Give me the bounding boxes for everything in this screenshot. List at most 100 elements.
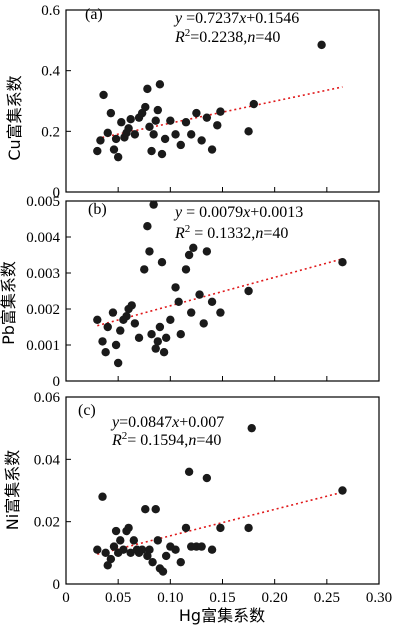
panel-c-label: (c) [78, 402, 96, 419]
data-point [93, 146, 102, 156]
data-point [153, 105, 163, 115]
data-point [145, 545, 154, 554]
panel-c-trendline [97, 491, 343, 556]
panel-b-tick-labels: 0 0.001 0.002 0.003 0.004 0.005 [26, 194, 60, 390]
panel-b-ylabel: Pb富集系数 [0, 261, 18, 345]
x-tick-label: 0 [62, 590, 70, 606]
data-point [159, 348, 169, 357]
data-point [101, 548, 110, 558]
data-point [151, 116, 160, 125]
panel-b-equation: y = 0.0079x+0.0013 [173, 204, 303, 221]
x-tick-label: 0.25 [314, 590, 340, 606]
data-point [103, 322, 112, 332]
data-point [216, 308, 225, 317]
panel-c-equation: y=0.0847x+0.007 [110, 414, 224, 431]
y-tick-label: 0.02 [34, 515, 60, 531]
panel-b-label: (b) [88, 201, 107, 218]
x-tick-label: 0.30 [366, 590, 392, 606]
data-point [207, 145, 217, 154]
data-point [113, 358, 123, 368]
data-point [151, 344, 160, 353]
x-tick-label: 0.15 [209, 590, 235, 606]
data-point [338, 486, 347, 495]
data-point [141, 505, 150, 514]
x-axis-title: Hg富集系数 [179, 606, 265, 625]
data-point [117, 118, 126, 127]
y-tick-label: 0.2 [41, 124, 60, 140]
panel-c-ticks [65, 396, 380, 585]
data-point [126, 548, 135, 558]
data-point [111, 526, 121, 536]
data-point [140, 265, 149, 274]
data-point [153, 536, 163, 545]
data-point [216, 107, 225, 116]
data-point [99, 90, 108, 100]
x-tick-label: 0.05 [105, 590, 131, 606]
data-point [244, 523, 253, 533]
data-point [171, 545, 180, 554]
y-tick-label: 0.001 [26, 338, 60, 354]
data-point [184, 250, 194, 260]
data-point [213, 121, 222, 130]
data-point [176, 557, 185, 567]
panel-b-stats: R2 = 0.1332,n=40 [174, 223, 288, 242]
data-point [181, 523, 191, 533]
data-point [111, 340, 121, 350]
data-point [160, 134, 170, 144]
data-point [151, 505, 160, 514]
panel-a-points [93, 40, 326, 162]
data-point [181, 265, 191, 274]
data-point [108, 308, 118, 317]
data-point [145, 122, 154, 131]
data-point [130, 130, 140, 139]
data-point [317, 40, 326, 50]
data-point [137, 545, 147, 554]
panel-b-points [93, 200, 347, 368]
data-point [247, 423, 256, 433]
panel-c-points [93, 423, 347, 576]
y-tick-label: 0.06 [34, 390, 61, 406]
x-tick-label: 0.20 [262, 590, 288, 606]
data-point [207, 297, 217, 306]
data-point [103, 561, 112, 570]
data-point [93, 545, 102, 554]
data-point [202, 113, 212, 122]
panel-a-tick-labels: 0 0.2 0.4 0.6 [41, 3, 60, 201]
data-point [101, 348, 110, 357]
data-point [147, 330, 156, 339]
data-point [195, 290, 204, 299]
data-point [199, 319, 208, 328]
data-point [106, 108, 116, 118]
data-point [119, 545, 128, 554]
data-point [109, 145, 119, 154]
data-point [147, 146, 156, 156]
data-point [202, 247, 212, 256]
y-tick-label: 0 [53, 374, 61, 390]
data-point [161, 333, 171, 342]
panel-c-tick-labels: 0 0.02 0.04 0.06 0 0.05 0.10 0.15 0.20 0.25 0.30 [34, 390, 392, 606]
data-point [145, 247, 154, 256]
panel-a-label: (a) [85, 6, 103, 23]
data-point [184, 467, 194, 476]
panel-a-ylabel: Cu富集系数 [5, 75, 24, 160]
data-point [244, 286, 253, 296]
data-point [106, 554, 116, 564]
data-point [192, 108, 201, 118]
data-point [143, 222, 152, 231]
data-point [216, 523, 225, 533]
y-tick-label: 0.002 [26, 302, 60, 318]
data-point [143, 84, 152, 94]
panel-c: 0 0.02 0.04 0.06 0 0.05 0.10 0.15 0.20 0.25 0.30 (… [3, 390, 392, 625]
data-point [187, 130, 196, 139]
x-tick-label: 0.10 [157, 590, 183, 606]
data-point [116, 326, 125, 335]
panel-b-ticks [65, 200, 380, 382]
data-point [149, 200, 158, 209]
data-point [155, 322, 165, 332]
data-point [166, 116, 175, 125]
data-point [93, 315, 102, 324]
data-point [109, 542, 119, 551]
data-point [171, 283, 180, 292]
data-point [161, 551, 171, 561]
